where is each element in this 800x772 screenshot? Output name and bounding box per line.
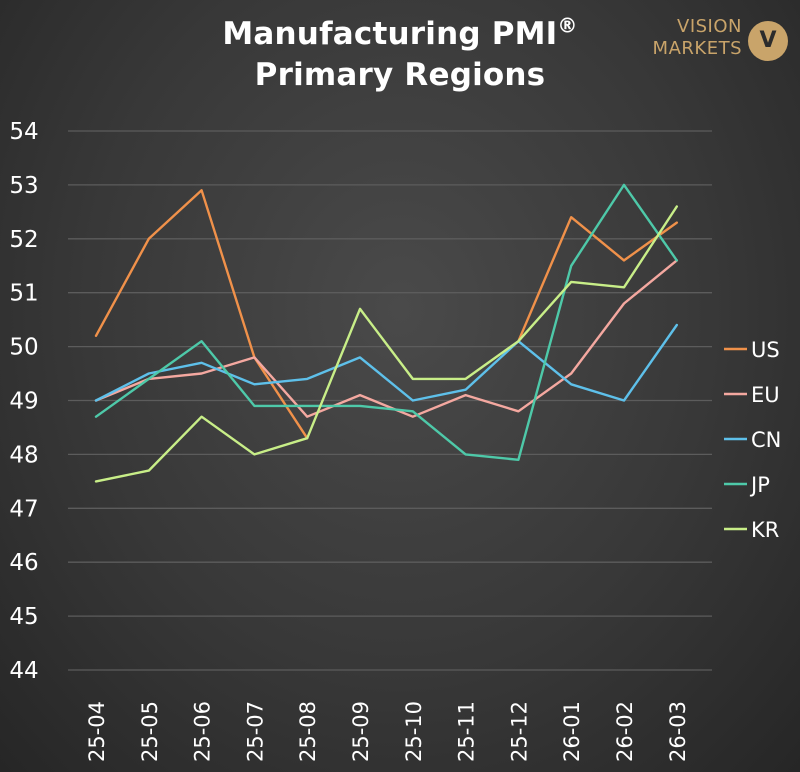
series-line-us bbox=[517, 215, 678, 343]
y-tick-label: 54 bbox=[9, 119, 38, 145]
legend-label-cn: CN bbox=[751, 428, 781, 452]
chart-title-line1: Manufacturing PMI® bbox=[222, 13, 578, 52]
legend-label-eu: EU bbox=[751, 383, 780, 407]
y-tick-label: 47 bbox=[9, 496, 38, 522]
x-tick-label: 26-03 bbox=[666, 701, 690, 762]
y-tick-label: 48 bbox=[9, 442, 38, 468]
series-line-cn bbox=[94, 323, 678, 402]
legend-label-jp: JP bbox=[749, 473, 770, 497]
logo-line2: MARKETS bbox=[652, 38, 742, 59]
logo-text: VISION MARKETS bbox=[630, 16, 742, 60]
x-tick-label: 25-06 bbox=[191, 701, 215, 762]
x-tick-label: 25-04 bbox=[85, 701, 109, 762]
chart-title: Manufacturing PMI® Primary Regions bbox=[0, 14, 800, 96]
x-tick-label: 25-09 bbox=[349, 701, 373, 762]
y-tick-label: 52 bbox=[9, 227, 38, 253]
y-tick-label: 44 bbox=[9, 658, 38, 684]
grid bbox=[68, 130, 712, 671]
registered-mark: ® bbox=[557, 13, 578, 38]
x-tick-label: 25-10 bbox=[402, 701, 426, 762]
series-line-us bbox=[94, 189, 309, 440]
x-tick-label: 25-07 bbox=[243, 701, 267, 762]
y-tick-label: 50 bbox=[9, 335, 38, 361]
x-tick-label: 25-11 bbox=[455, 701, 479, 762]
logo-line1: VISION bbox=[677, 16, 742, 37]
series-line-kr bbox=[94, 205, 678, 483]
legend: US EU CN JP KR bbox=[724, 338, 781, 542]
legend-label-kr: KR bbox=[751, 518, 779, 542]
y-tick-label: 51 bbox=[9, 281, 38, 307]
y-tick-label: 53 bbox=[9, 173, 38, 199]
series-line-jp bbox=[94, 183, 678, 461]
series-line-eu bbox=[94, 259, 678, 418]
vision-markets-logo: VISION MARKETS V bbox=[630, 16, 790, 68]
y-tick-label: 45 bbox=[9, 604, 38, 630]
x-tick-label: 26-02 bbox=[613, 701, 637, 762]
logo-badge-icon: V bbox=[748, 21, 788, 61]
y-tick-label: 46 bbox=[9, 550, 38, 576]
x-axis-ticks: 25-04 25-05 25-06 25-07 25-08 25-09 25-10 25-11… bbox=[85, 701, 690, 762]
legend-label-us: US bbox=[751, 338, 780, 362]
chart-title-line2: Primary Regions bbox=[254, 57, 546, 93]
y-axis-ticks: 54 53 52 51 50 49 48 47 46 45 44 bbox=[9, 119, 38, 684]
x-tick-label: 25-12 bbox=[507, 701, 531, 762]
series-lines bbox=[94, 183, 678, 483]
x-tick-label: 25-08 bbox=[296, 701, 320, 762]
x-tick-label: 26-01 bbox=[560, 701, 584, 762]
x-tick-label: 25-05 bbox=[138, 701, 162, 762]
y-tick-label: 49 bbox=[9, 389, 38, 415]
